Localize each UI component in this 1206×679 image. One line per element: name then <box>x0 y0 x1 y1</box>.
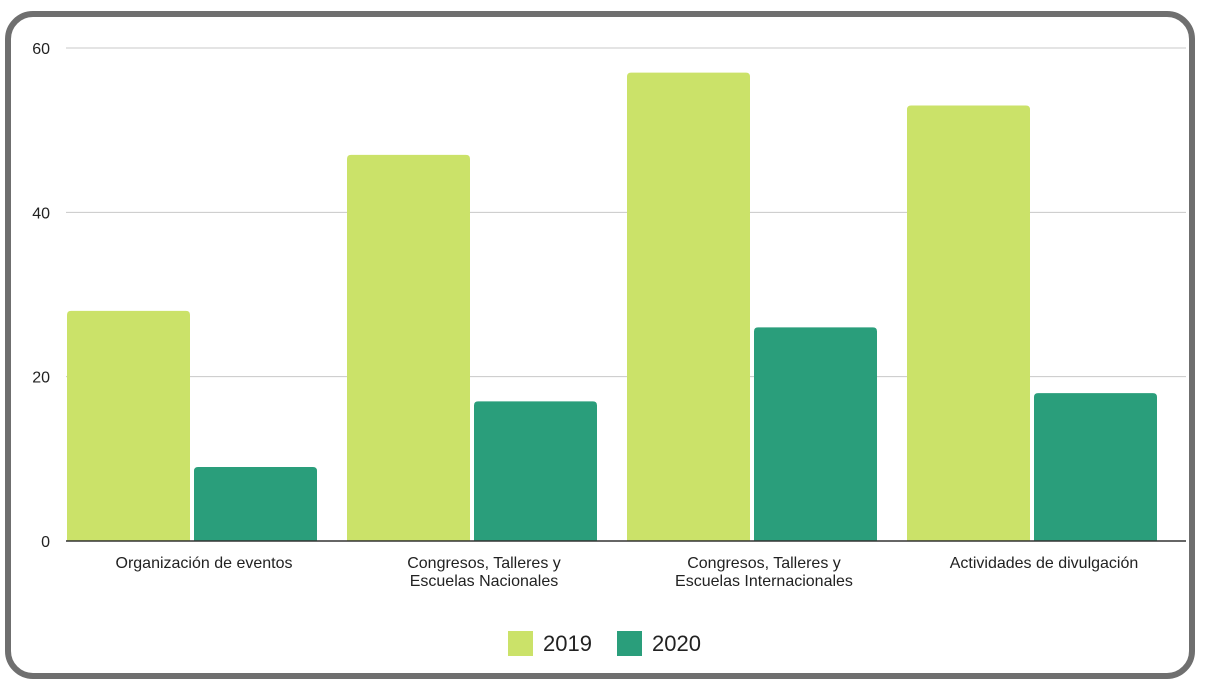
bar-2019-3 <box>907 105 1030 542</box>
bar-2020-0 <box>194 467 317 541</box>
x-tick-label: Congresos, Talleres y <box>407 555 561 572</box>
bar-2020-1 <box>474 401 597 541</box>
y-tick-label: 40 <box>32 205 50 222</box>
y-tick-label: 20 <box>32 370 50 387</box>
bar-2019-1 <box>347 154 470 542</box>
legend-swatch-2019 <box>508 631 533 656</box>
bar-2019-2 <box>627 72 750 542</box>
x-tick-label: Organización de eventos <box>116 555 293 572</box>
legend-label-2019: 2019 <box>543 631 592 656</box>
bar-2019-0 <box>67 310 190 541</box>
y-tick-label: 60 <box>32 41 50 58</box>
legend-swatch-2020 <box>617 631 642 656</box>
legend-label-2020: 2020 <box>652 631 701 656</box>
x-tick-label: Congresos, Talleres y <box>687 555 841 572</box>
x-tick-label: Escuelas Nacionales <box>410 573 559 590</box>
bar-2020-2 <box>754 327 877 541</box>
x-tick-label: Actividades de divulgación <box>950 555 1139 572</box>
x-tick-label: Escuelas Internacionales <box>675 573 853 590</box>
bar-2020-3 <box>1034 393 1157 541</box>
y-tick-label: 0 <box>41 534 50 551</box>
